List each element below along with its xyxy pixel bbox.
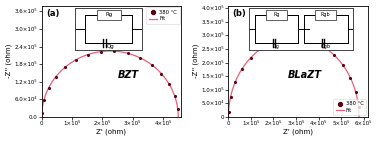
Point	[166, 83, 172, 85]
Point	[137, 57, 143, 59]
Point	[73, 59, 79, 61]
Point	[295, 37, 301, 39]
Point	[228, 96, 234, 98]
Point	[248, 57, 254, 59]
Point	[158, 73, 164, 75]
Text: BZT: BZT	[118, 70, 139, 80]
Point	[270, 41, 276, 43]
Text: (b): (b)	[232, 9, 246, 18]
Point	[53, 76, 59, 78]
Point	[331, 53, 337, 56]
Point	[62, 66, 68, 69]
X-axis label: Z' (ohm): Z' (ohm)	[96, 129, 126, 136]
Point	[98, 50, 104, 53]
Point	[175, 108, 181, 110]
Point	[41, 99, 47, 101]
Point	[347, 77, 353, 79]
Point	[320, 45, 326, 48]
Y-axis label: -Z'' (ohm): -Z'' (ohm)	[6, 44, 12, 78]
Legend: 380 °C, Fit: 380 °C, Fit	[333, 99, 366, 115]
Text: BLaZT: BLaZT	[288, 70, 322, 80]
X-axis label: Z' (ohm): Z' (ohm)	[283, 129, 313, 136]
Y-axis label: -Z'' (ohm): -Z'' (ohm)	[192, 44, 199, 78]
Point	[282, 38, 288, 40]
Point	[308, 40, 314, 42]
Point	[46, 87, 52, 89]
Point	[353, 91, 359, 93]
Text: (a): (a)	[46, 9, 59, 18]
Point	[258, 48, 264, 50]
Point	[85, 53, 91, 56]
Point	[39, 112, 45, 114]
Point	[232, 81, 238, 83]
Point	[239, 68, 245, 70]
Point	[340, 64, 346, 66]
Point	[149, 64, 155, 66]
Legend: 380 °C, Fit: 380 °C, Fit	[147, 7, 180, 24]
Point	[355, 106, 361, 108]
Point	[125, 52, 131, 54]
Point	[226, 111, 232, 113]
Point	[172, 95, 178, 97]
Point	[112, 50, 118, 52]
